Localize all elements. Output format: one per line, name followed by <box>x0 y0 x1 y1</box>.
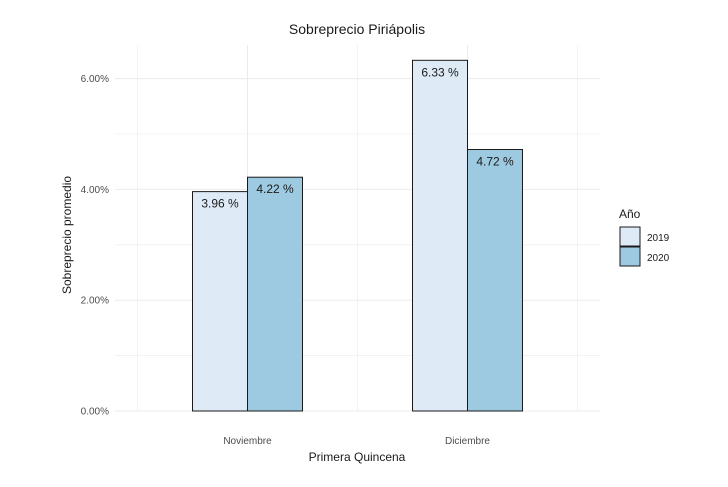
bar-diciembre-2019 <box>412 59 468 412</box>
grid <box>115 45 600 412</box>
y-axis-ticks: 0.00% 2.00% 4.00% 6.00% <box>81 74 109 417</box>
bar-diciembre-2020 <box>467 149 523 412</box>
legend-label-2020: 2020 <box>647 253 670 264</box>
chart-title: Sobreprecio Piriápolis <box>289 21 425 37</box>
x-axis-ticks: Noviembre Diciembre <box>223 436 490 447</box>
x-tick-label: Diciembre <box>445 436 490 447</box>
bar-noviembre-2020 <box>247 176 303 412</box>
data-label-noviembre-2019: 3.96 % <box>201 197 239 211</box>
data-labels: 3.96 % 4.22 % 6.33 % 4.72 % <box>201 65 514 210</box>
legend-label-2019: 2019 <box>647 233 670 244</box>
legend: Año 2019 2020 <box>619 207 670 267</box>
y-tick-label: 2.00% <box>81 296 109 307</box>
legend-key-2019 <box>619 226 641 247</box>
data-label-diciembre-2019: 6.33 % <box>421 65 459 79</box>
x-axis-label: Primera Quincena <box>309 450 406 464</box>
bar-noviembre-2019 <box>192 191 248 412</box>
x-tick-label: Noviembre <box>223 436 272 447</box>
data-label-diciembre-2020: 4.72 % <box>476 155 514 169</box>
legend-title: Año <box>619 207 641 221</box>
data-label-noviembre-2020: 4.22 % <box>256 182 294 196</box>
y-tick-label: 6.00% <box>81 74 109 85</box>
legend-key-2020 <box>619 246 641 267</box>
y-axis-label: Sobreprecio promedio <box>60 176 74 294</box>
y-tick-label: 0.00% <box>81 407 109 418</box>
bars <box>192 59 523 412</box>
y-tick-label: 4.00% <box>81 185 109 196</box>
